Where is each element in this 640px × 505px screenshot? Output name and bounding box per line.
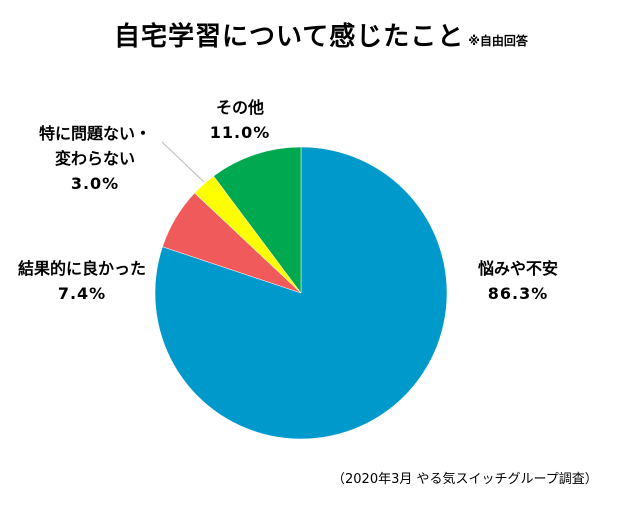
chart-title: 自宅学習について感じたこと ※自由回答 bbox=[114, 16, 528, 53]
slice-label-name: 悩みや不安 bbox=[477, 259, 558, 278]
slice-label-name: 結果的に良かった bbox=[17, 259, 146, 278]
slice-label-value: 3.0% bbox=[70, 174, 120, 193]
slice-label-worries: 悩みや不安 86.3% bbox=[468, 256, 568, 306]
slice-label-name-line1: 特に問題ない・ bbox=[38, 124, 151, 143]
slice-label-good-result: 結果的に良かった 7.4% bbox=[4, 256, 160, 306]
slice-label-value: 7.4% bbox=[57, 284, 107, 303]
slice-label-value: 11.0% bbox=[209, 123, 271, 142]
chart-title-note: ※自由回答 bbox=[468, 34, 528, 48]
slice-label-other: その他 11.0% bbox=[200, 95, 280, 145]
slice-other bbox=[213, 146, 302, 294]
slice-label-name-line2: 変わらない bbox=[54, 149, 135, 168]
slice-label-name: その他 bbox=[215, 98, 264, 117]
chart-title-text: 自宅学習について感じたこと bbox=[114, 22, 465, 52]
slice-label-value: 86.3% bbox=[487, 284, 549, 303]
slice-leader-line bbox=[161, 141, 205, 183]
source-note: （2020年3月 やる気スイッチグループ調査） bbox=[332, 472, 598, 487]
slice-label-no-problem: 特に問題ない・ 変わらない 3.0% bbox=[30, 121, 160, 196]
